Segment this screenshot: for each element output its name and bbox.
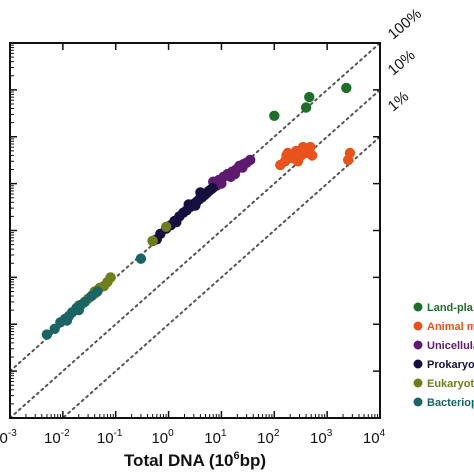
data-point	[300, 102, 312, 113]
data-point	[306, 150, 318, 161]
data-point	[305, 141, 316, 153]
legend: Land-pla Animal m Unicellula Prokaryo Eukary…	[413, 302, 474, 409]
x-tick-label: 104	[363, 428, 386, 447]
legend-label: Animal m	[427, 321, 474, 333]
data-point	[135, 253, 147, 264]
x-axis-title: Total DNA (106bp)	[124, 450, 266, 470]
data-point	[269, 110, 280, 122]
legend-marker	[413, 321, 423, 331]
data-point	[237, 162, 248, 173]
data-point	[105, 272, 116, 283]
x-tick-label: 100	[151, 428, 174, 447]
legend-marker	[413, 378, 423, 388]
data-point	[245, 154, 256, 166]
data-point	[161, 221, 172, 232]
legend-label: Unicellula	[427, 340, 474, 352]
data-point	[171, 217, 182, 228]
reference-line-labels: 100% 10% 1%	[385, 5, 425, 115]
legend-marker	[413, 359, 423, 369]
reference-lines	[10, 43, 380, 418]
reference-line-label: 100%	[385, 5, 425, 43]
x-tick-labels: 10-3 10-2 10-1 100 101 102 103 104	[0, 428, 386, 447]
x-tick-label: 10-1	[97, 428, 123, 447]
legend-marker	[413, 397, 423, 407]
reference-line-label: 10%	[385, 47, 419, 79]
data-point	[61, 315, 73, 326]
data-point	[190, 200, 201, 211]
reference-line	[10, 88, 380, 418]
axis-ticks	[9, 42, 381, 419]
legend-label: Bacteriop	[427, 397, 474, 409]
legend-label: Eukaryot	[427, 378, 474, 390]
data-point	[195, 187, 206, 198]
data-point	[73, 304, 85, 316]
data-point	[207, 183, 218, 194]
legend-label: Land-pla	[427, 302, 474, 314]
legend-marker	[413, 340, 423, 350]
data-point	[304, 91, 315, 103]
x-tick-label: 101	[204, 428, 227, 447]
data-point	[41, 329, 53, 340]
data-point	[147, 235, 158, 247]
legend-label: Prokaryo	[427, 359, 474, 371]
reference-line	[61, 135, 380, 418]
data-point	[79, 296, 91, 308]
x-tick-label: 10-3	[0, 428, 17, 447]
data-point	[92, 286, 103, 297]
x-tick-label: 103	[310, 428, 333, 447]
data-point	[229, 168, 241, 180]
data-point	[341, 82, 352, 94]
data-point	[344, 147, 356, 159]
x-tick-label: 10-2	[44, 428, 70, 447]
reference-line-label: 1%	[385, 88, 413, 115]
data-points	[41, 82, 356, 340]
plot-frame	[9, 42, 381, 419]
x-tick-label: 102	[257, 428, 280, 447]
legend-marker	[413, 302, 423, 312]
